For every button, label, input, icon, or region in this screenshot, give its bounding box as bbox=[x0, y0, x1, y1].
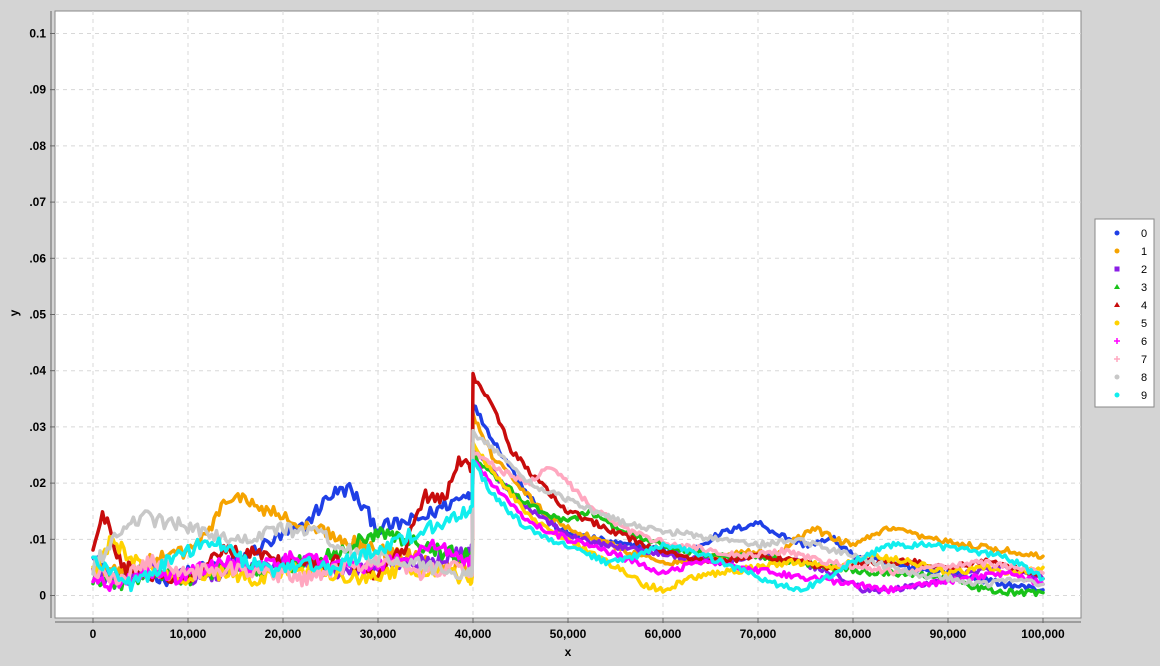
x-tick-label: 90,000 bbox=[930, 627, 967, 641]
x-axis-title: x bbox=[565, 645, 572, 659]
legend-label-2: 2 bbox=[1141, 264, 1147, 276]
legend-box bbox=[1094, 218, 1155, 408]
legend-label-5: 5 bbox=[1141, 318, 1147, 330]
y-tick-label: .05 bbox=[29, 308, 46, 322]
legend-label-6: 6 bbox=[1141, 336, 1147, 348]
legend-marker-1 bbox=[1114, 248, 1120, 254]
legend-marker-5 bbox=[1114, 320, 1120, 326]
legend-label-3: 3 bbox=[1141, 282, 1147, 294]
y-tick-label: .02 bbox=[29, 476, 46, 490]
x-tick-label: 20,000 bbox=[265, 627, 302, 641]
legend-label-4: 4 bbox=[1141, 300, 1147, 312]
legend-label-1: 1 bbox=[1141, 246, 1147, 258]
legend-marker-4 bbox=[1114, 302, 1120, 307]
legend-marker-9 bbox=[1114, 392, 1120, 398]
series-9-line bbox=[91, 458, 1045, 593]
x-tick-label: 80,000 bbox=[835, 627, 872, 641]
x-tick-label: 60,000 bbox=[645, 627, 682, 641]
y-tick-label: .03 bbox=[29, 420, 46, 434]
legend-label-9: 9 bbox=[1141, 390, 1147, 402]
series-8-line bbox=[91, 428, 1045, 589]
x-tick-label: 40,000 bbox=[455, 627, 492, 641]
y-tick-label: .08 bbox=[29, 139, 46, 153]
legend-marker-6 bbox=[1114, 338, 1120, 344]
legend[interactable]: 0 1 2 3 4 5 6 7 8 9 bbox=[1094, 218, 1155, 408]
x-tick-label: 10,000 bbox=[170, 627, 207, 641]
legend-label-7: 7 bbox=[1141, 354, 1147, 366]
legend-label-8: 8 bbox=[1141, 372, 1147, 384]
x-tick-label: 70,000 bbox=[740, 627, 777, 641]
legend-marker-0 bbox=[1114, 230, 1120, 236]
y-tick-label: .06 bbox=[29, 251, 46, 265]
y-tick-label: .07 bbox=[29, 195, 46, 209]
axes: 0 10,000 20,000 30,000 40,000 50,000 60,000 70,… bbox=[29, 11, 1081, 641]
x-tick-label: 30,000 bbox=[360, 627, 397, 641]
series-7-line bbox=[91, 447, 1045, 588]
legend-marker-2 bbox=[1114, 266, 1120, 272]
legend-label-0: 0 bbox=[1141, 228, 1147, 240]
legend-marker-7 bbox=[1114, 356, 1120, 362]
y-tick-label: 0.1 bbox=[29, 26, 46, 40]
y-tick-label: 0 bbox=[39, 589, 46, 603]
x-tick-label: 100,000 bbox=[1021, 627, 1065, 641]
series-5-line bbox=[91, 440, 1045, 594]
y-axis-title: y bbox=[7, 309, 21, 316]
x-tick-label: 0 bbox=[90, 627, 97, 641]
series-1-line bbox=[91, 411, 1045, 578]
y-tick-label: .04 bbox=[29, 364, 46, 378]
legend-marker-3 bbox=[1114, 284, 1120, 289]
x-tick-label: 50,000 bbox=[550, 627, 587, 641]
y-tick-label: .01 bbox=[29, 532, 46, 546]
series-group bbox=[91, 371, 1045, 598]
y-tick-label: .09 bbox=[29, 83, 46, 97]
legend-marker-8 bbox=[1114, 374, 1120, 380]
